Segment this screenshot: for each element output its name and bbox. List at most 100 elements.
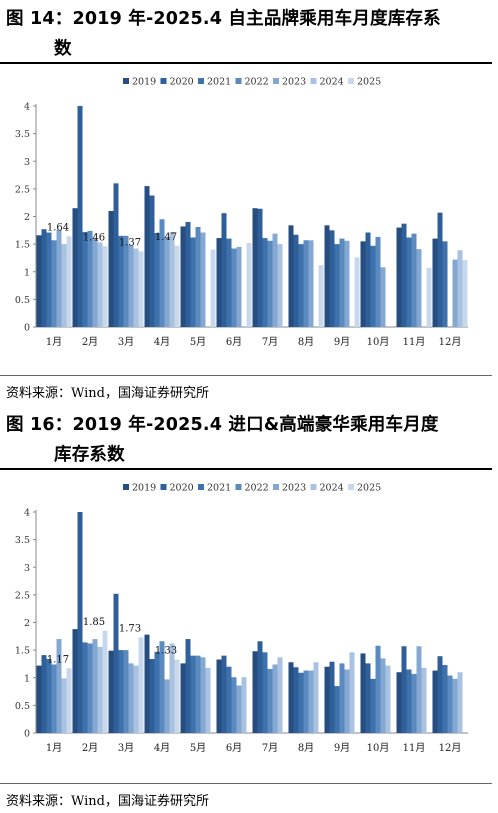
bar	[257, 641, 263, 733]
bar	[102, 246, 108, 327]
bar	[396, 672, 402, 733]
legend-swatch	[310, 484, 317, 490]
bar	[277, 244, 283, 327]
bar	[447, 675, 453, 733]
bar	[92, 639, 98, 733]
bar	[195, 226, 201, 327]
bar	[406, 669, 412, 733]
bar	[252, 651, 258, 733]
bar	[329, 661, 335, 733]
bar	[195, 655, 201, 733]
bar	[277, 657, 283, 733]
bar	[205, 667, 211, 733]
data-label: 1.46	[83, 232, 105, 243]
bar	[252, 208, 258, 327]
bar	[344, 669, 350, 733]
legend-swatch	[198, 78, 204, 84]
bar	[426, 267, 432, 327]
bar	[303, 670, 309, 733]
y-tick-label: 1	[24, 267, 30, 278]
bar	[82, 231, 88, 327]
bar	[442, 241, 448, 327]
legend-label: 2020	[170, 77, 194, 88]
y-tick-label: 4	[24, 508, 30, 519]
bottom-rule	[0, 375, 492, 376]
bar	[97, 242, 103, 327]
bar	[226, 238, 232, 327]
bar	[432, 238, 438, 327]
bar	[334, 244, 340, 327]
bar	[56, 229, 62, 327]
legend-label: 2025	[357, 77, 381, 88]
bottom-rule	[0, 783, 492, 784]
bar	[452, 259, 458, 327]
bar	[154, 233, 160, 327]
bar	[324, 666, 330, 733]
x-tick-label: 9月	[334, 742, 350, 754]
source-note: 资料来源：Wind，国海证券研究所	[6, 386, 209, 401]
bar	[77, 512, 83, 733]
bar	[36, 235, 42, 327]
bar	[293, 234, 299, 327]
bar	[416, 249, 422, 327]
bar	[365, 232, 371, 327]
bar	[144, 186, 150, 327]
bar	[236, 246, 242, 327]
legend-label: 2019	[132, 483, 156, 494]
bar	[411, 233, 417, 327]
x-tick-label: 6月	[226, 742, 242, 754]
data-label: 1.37	[119, 237, 141, 248]
legend-swatch	[160, 78, 167, 84]
legend-label: 2022	[245, 483, 269, 494]
bar	[149, 658, 155, 733]
bar	[210, 249, 216, 327]
bar	[293, 667, 299, 733]
top-rule	[0, 62, 492, 64]
bar	[102, 630, 108, 733]
x-tick-label: 3月	[118, 742, 134, 754]
bar	[396, 227, 402, 327]
bar	[442, 665, 448, 733]
x-tick-label: 1月	[46, 336, 62, 348]
bar	[61, 678, 67, 733]
source-note: 资料来源：Wind，国海证券研究所	[6, 794, 209, 809]
bar	[169, 231, 175, 327]
data-label: 1.73	[119, 623, 141, 634]
bar	[231, 248, 237, 327]
bar	[457, 672, 463, 733]
bar	[138, 251, 144, 327]
title-line-1: 图 16：2019 年-2025.4 进口&高端豪华乘用车月度	[6, 415, 439, 435]
y-tick-label: 0	[24, 323, 30, 334]
bar	[360, 653, 366, 733]
bar	[370, 245, 376, 327]
bar	[339, 663, 345, 733]
y-tick-label: 0.5	[15, 701, 30, 712]
bar	[108, 210, 114, 327]
bar	[437, 212, 443, 327]
x-tick-label: 6月	[226, 336, 242, 348]
legend-label: 2025	[357, 483, 381, 494]
bar	[308, 240, 314, 327]
legend-swatch	[310, 78, 317, 84]
bar	[241, 677, 247, 733]
y-tick-label: 2	[24, 212, 30, 223]
data-label: 1.47	[155, 232, 177, 243]
bar	[133, 665, 139, 733]
bar	[159, 641, 165, 733]
bar	[87, 643, 93, 733]
bar	[349, 652, 355, 733]
legend-swatch	[273, 484, 279, 490]
x-tick-label: 11月	[403, 742, 426, 754]
bar	[185, 639, 191, 733]
bar	[401, 646, 407, 733]
bar	[72, 629, 78, 733]
bar	[164, 679, 170, 733]
legend-label: 2023	[282, 483, 306, 494]
x-tick-label: 8月	[298, 336, 314, 348]
bar	[452, 678, 458, 733]
bar	[174, 659, 180, 733]
y-tick-label: 3	[24, 563, 30, 574]
bar	[154, 651, 160, 733]
top-rule	[0, 468, 492, 470]
bar	[216, 659, 222, 733]
